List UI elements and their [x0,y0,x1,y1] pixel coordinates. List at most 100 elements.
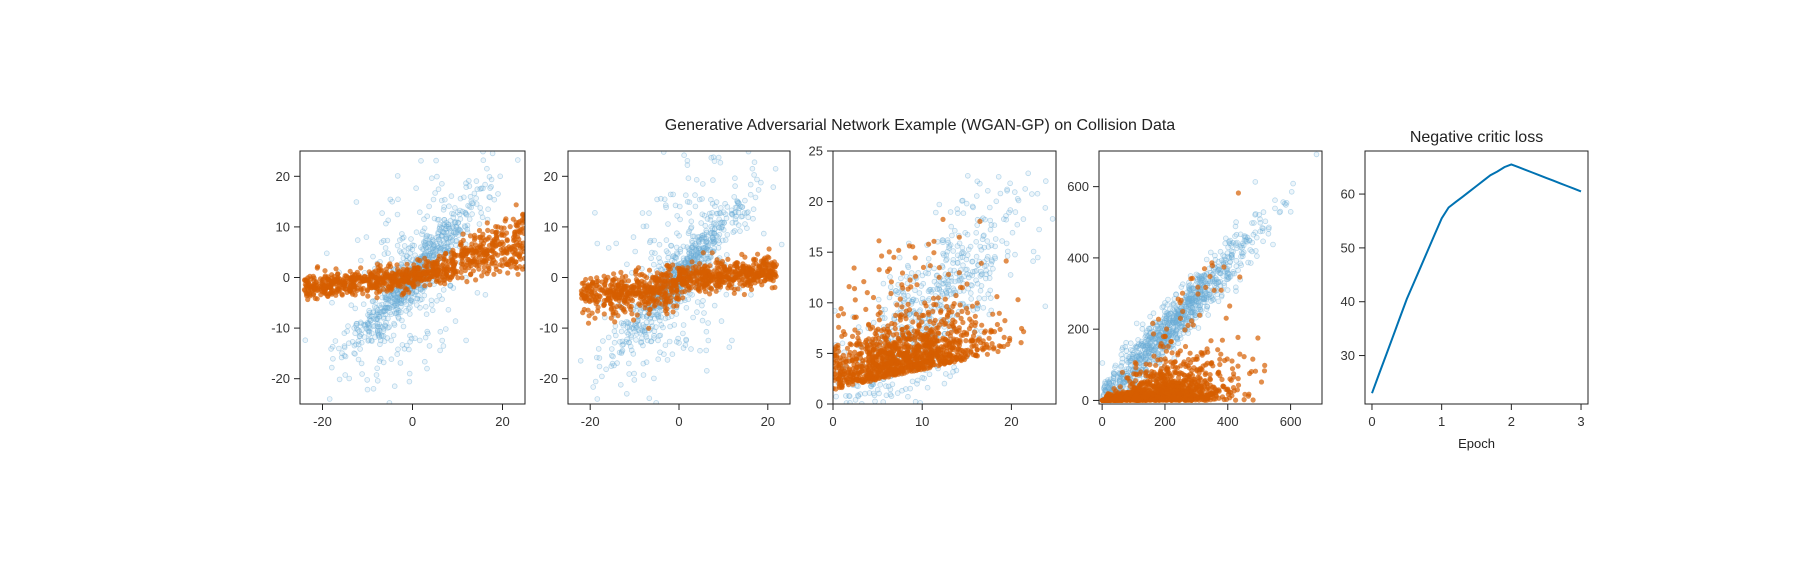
generated-data-point [386,284,392,290]
real-data-point [360,301,367,308]
real-data-point [620,341,627,348]
real-data-point [959,249,966,255]
real-data-point [433,234,440,241]
real-data-point [455,220,461,226]
real-data-point [683,304,690,311]
real-data-point [957,277,963,284]
real-data-point [701,310,707,316]
real-data-point [984,238,991,244]
real-data-point [473,195,479,202]
generated-data-point [642,290,649,296]
real-data-point [723,215,730,222]
generated-data-point [858,351,864,357]
real-data-point [642,331,649,338]
real-data-point [474,289,481,296]
real-data-point [703,239,709,245]
real-data-point [715,210,721,217]
real-data-point [625,320,632,327]
real-data-point [479,214,486,221]
real-data-point [711,302,718,309]
real-data-point [375,331,382,338]
real-data-point [925,288,932,295]
real-data-point [590,384,596,390]
real-data-point [377,341,383,348]
generated-data-point [942,336,948,342]
generated-data-point [674,287,680,293]
real-data-point [943,289,950,296]
real-data-point [451,229,457,236]
real-data-point [682,142,687,147]
real-data-point [380,333,387,339]
real-data-point [392,295,399,301]
real-data-point [522,145,527,150]
real-data-point [697,247,703,253]
real-data-point [644,455,649,460]
generated-data-point [670,262,676,268]
real-data-point [409,246,416,253]
real-data-point [436,224,443,230]
real-data-point [643,223,650,230]
real-data-point [676,203,683,210]
real-data-point [444,233,450,239]
real-data-point [720,227,727,233]
real-data-point [685,296,691,303]
real-data-point [699,211,706,218]
real-data-point [947,291,954,298]
real-data-point [379,301,385,308]
generated-data-point [729,272,735,278]
real-data-point [638,327,645,334]
real-data-point [416,337,423,344]
real-data-point [970,204,976,211]
real-data-point [608,352,615,359]
real-data-point [478,210,485,216]
real-data-point [651,332,657,339]
real-data-point [365,312,371,318]
real-data-point [441,196,448,203]
generated-data-point [411,272,417,278]
real-data-point [654,311,661,317]
real-data-point [436,225,443,232]
generated-data-point [333,266,339,272]
real-data-point [686,228,692,235]
real-data-point [390,332,397,339]
generated-data-point [476,259,482,265]
real-data-point [969,272,976,279]
generated-data-point [694,273,700,279]
real-data-point [963,200,970,207]
real-data-point [376,321,383,328]
real-data-point [379,210,385,216]
real-data-point [478,185,485,192]
real-data-point [464,226,471,233]
real-data-point [872,398,878,404]
generated-data-point [581,286,587,292]
generated-data-point [512,231,518,238]
real-data-point [997,190,1004,197]
real-data-point [709,229,716,236]
real-data-point [452,205,458,211]
real-data-point [977,273,984,279]
real-data-point [711,220,718,226]
real-data-point [943,257,949,264]
real-data-point [422,240,429,246]
generated-data-point [378,268,384,274]
real-data-point [462,224,469,230]
generated-data-point [394,262,400,268]
generated-data-point [969,303,976,309]
real-data-point [952,278,958,285]
real-data-point [366,307,372,314]
real-data-point [999,238,1005,244]
real-data-point [389,198,396,205]
real-data-point [703,328,710,335]
real-data-point [862,390,868,397]
real-data-point [635,327,642,333]
real-data-point [959,245,966,251]
real-data-point [990,265,996,272]
real-data-point [424,365,430,372]
real-data-point [616,349,623,356]
real-data-point [380,307,387,314]
real-data-point [451,101,456,106]
generated-data-point [990,311,996,317]
real-data-point [445,239,452,245]
generated-data-point [621,278,628,284]
